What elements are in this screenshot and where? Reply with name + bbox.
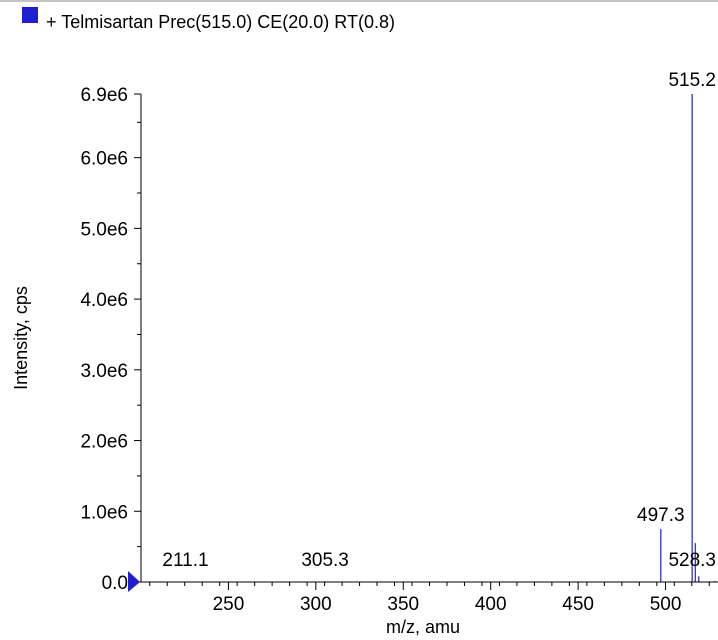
- y-tick-label: 4.0e6: [80, 290, 128, 311]
- peak-label: 497.3: [637, 505, 685, 526]
- legend-swatch: [22, 7, 38, 23]
- x-tick-label: 350: [387, 594, 419, 615]
- peak-label: 515.2: [668, 70, 716, 91]
- y-tick-label: 6.9e6: [80, 85, 128, 106]
- x-tick-label: 400: [475, 594, 507, 615]
- peak-label: 305.3: [301, 550, 349, 571]
- peak-label: 211.1: [162, 550, 208, 571]
- baseline-marker-icon: [128, 571, 140, 592]
- x-tick-label: 450: [562, 594, 594, 615]
- y-tick-label: 0.0: [102, 573, 128, 594]
- x-tick-label: 300: [300, 594, 332, 615]
- x-tick-label: 250: [213, 594, 245, 615]
- spectrum-peaks: [159, 94, 716, 582]
- y-tick-label: 3.0e6: [80, 361, 128, 382]
- y-axis-ticks: 0.0 1.0e6 2.0e6 3.0e6 4.0e6 5.0e6 6.0e6 6.9e6: [80, 85, 141, 594]
- peak-label: 528.3: [668, 550, 716, 571]
- y-axis-title: Intensity, cps: [11, 286, 31, 390]
- y-tick-label: 5.0e6: [80, 219, 128, 240]
- x-axis-ticks: 250 300 350 400 450 500: [149, 582, 710, 615]
- x-axis-title: m/z, amu: [386, 617, 460, 637]
- legend: + Telmisartan Prec(515.0) CE(20.0) RT(0.…: [22, 7, 395, 32]
- x-tick-label: 500: [650, 594, 682, 615]
- peak-labels: 211.1 305.3 497.3 515.2 528.3: [162, 70, 716, 571]
- y-tick-label: 6.0e6: [80, 149, 128, 170]
- legend-label: + Telmisartan Prec(515.0) CE(20.0) RT(0.…: [46, 12, 395, 32]
- y-tick-label: 1.0e6: [80, 502, 128, 523]
- y-tick-label: 2.0e6: [80, 432, 128, 453]
